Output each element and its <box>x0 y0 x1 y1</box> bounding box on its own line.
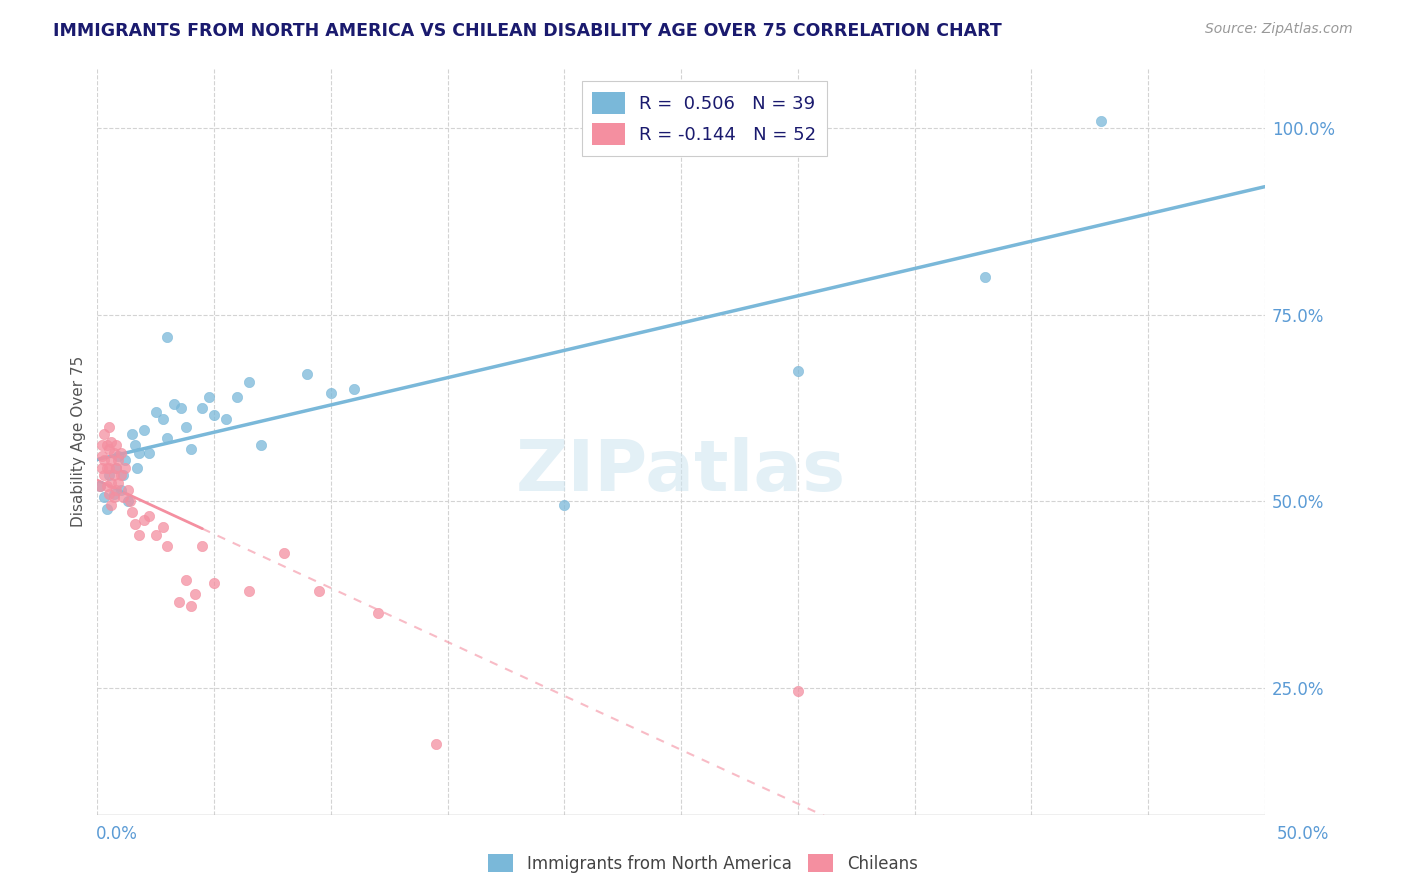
Y-axis label: Disability Age Over 75: Disability Age Over 75 <box>72 356 86 527</box>
Point <box>98 442 121 456</box>
Legend: Immigrants from North America, Chileans: Immigrants from North America, Chileans <box>482 847 924 880</box>
Point <box>100 498 122 512</box>
Text: 50.0%: 50.0% <box>1277 825 1329 843</box>
Point <box>152 412 174 426</box>
Point <box>128 528 150 542</box>
Point <box>103 446 125 460</box>
Point <box>103 468 125 483</box>
Point <box>156 431 179 445</box>
Point <box>93 427 115 442</box>
Point <box>96 460 118 475</box>
Point <box>786 364 808 378</box>
Point <box>152 520 174 534</box>
Point <box>124 516 146 531</box>
Point <box>112 468 135 483</box>
Point <box>107 450 129 464</box>
Legend: R =  0.506   N = 39, R = -0.144   N = 52: R = 0.506 N = 39, R = -0.144 N = 52 <box>582 81 827 156</box>
Point <box>425 737 447 751</box>
Point <box>112 491 135 505</box>
Text: Source: ZipAtlas.com: Source: ZipAtlas.com <box>1205 22 1353 37</box>
Point <box>100 434 122 449</box>
Point <box>553 498 575 512</box>
Point <box>184 587 207 601</box>
Point <box>98 487 121 501</box>
Point <box>132 423 155 437</box>
Point <box>215 412 238 426</box>
Text: 0.0%: 0.0% <box>96 825 138 843</box>
Point <box>786 684 808 698</box>
Point <box>96 479 118 493</box>
Point <box>238 583 260 598</box>
Point <box>96 501 118 516</box>
Point <box>145 528 167 542</box>
Point <box>138 446 160 460</box>
Point <box>114 453 136 467</box>
Point <box>180 442 202 456</box>
Point <box>167 595 190 609</box>
Point <box>273 546 295 560</box>
Point <box>103 487 125 501</box>
Point <box>163 397 186 411</box>
Point <box>93 468 115 483</box>
Text: IMMIGRANTS FROM NORTH AMERICA VS CHILEAN DISABILITY AGE OVER 75 CORRELATION CHAR: IMMIGRANTS FROM NORTH AMERICA VS CHILEAN… <box>53 22 1002 40</box>
Point <box>93 453 115 467</box>
Text: ZIPatlas: ZIPatlas <box>516 437 846 506</box>
Point <box>98 419 121 434</box>
Point <box>297 368 319 382</box>
Point <box>98 460 121 475</box>
Point <box>105 483 128 497</box>
Point <box>110 483 132 497</box>
Point <box>202 409 225 423</box>
Point <box>170 401 193 415</box>
Point <box>124 438 146 452</box>
Point <box>96 438 118 452</box>
Point <box>132 513 155 527</box>
Point <box>174 573 197 587</box>
Point <box>367 606 389 620</box>
Point <box>107 475 129 490</box>
Point <box>156 330 179 344</box>
Point <box>145 405 167 419</box>
Point <box>973 270 995 285</box>
Point <box>114 460 136 475</box>
Point <box>100 475 122 490</box>
Point <box>121 427 143 442</box>
Point <box>238 375 260 389</box>
Point <box>105 460 128 475</box>
Point <box>156 539 179 553</box>
Point <box>226 390 249 404</box>
Point <box>91 460 114 475</box>
Point <box>117 483 139 497</box>
Point <box>107 453 129 467</box>
Point <box>100 453 122 467</box>
Point <box>180 599 202 613</box>
Point <box>110 446 132 460</box>
Point <box>319 386 342 401</box>
Point <box>343 382 366 396</box>
Point <box>103 491 125 505</box>
Point <box>202 576 225 591</box>
Point <box>191 539 214 553</box>
Point <box>128 446 150 460</box>
Point <box>198 390 221 404</box>
Point <box>105 438 128 452</box>
Point <box>91 438 114 452</box>
Point <box>1090 113 1112 128</box>
Point <box>249 438 271 452</box>
Point <box>91 450 114 464</box>
Point <box>89 479 111 493</box>
Point <box>98 468 121 483</box>
Point <box>93 491 115 505</box>
Point <box>110 468 132 483</box>
Point <box>105 460 128 475</box>
Point <box>191 401 214 415</box>
Point <box>118 494 141 508</box>
Point <box>174 419 197 434</box>
Point <box>89 479 111 493</box>
Point <box>117 494 139 508</box>
Point <box>125 460 148 475</box>
Point <box>121 505 143 519</box>
Point <box>308 583 330 598</box>
Point <box>138 509 160 524</box>
